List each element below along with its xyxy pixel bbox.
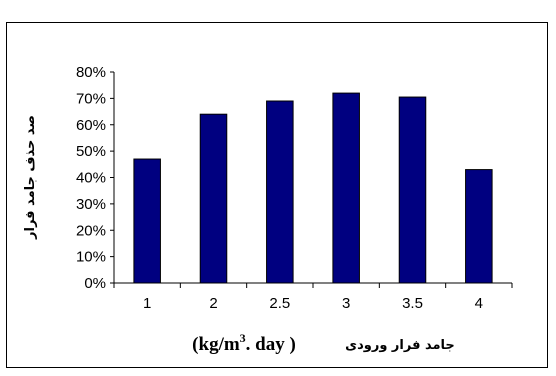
y-axis-ticks: 0% 10% 20% 30% 40% 50% 60% 70% 80% bbox=[76, 64, 114, 292]
x-tick-label: 1 bbox=[143, 295, 151, 312]
y-tick-label: 30% bbox=[76, 196, 106, 213]
x-axis-label-persian: جامد فرار ورودی bbox=[345, 338, 455, 353]
x-axis-unit-superscript: 3 bbox=[240, 331, 246, 345]
y-tick-label: 40% bbox=[76, 170, 106, 187]
x-axis-ticks: 1 2 2.5 3 3.5 4 bbox=[113, 283, 513, 312]
chart-frame bbox=[6, 22, 548, 368]
bar-4 bbox=[465, 169, 493, 284]
bar-1 bbox=[133, 158, 161, 284]
x-axis-unit-close: . day ) bbox=[246, 334, 296, 355]
bar-2 bbox=[199, 113, 228, 284]
bars-group bbox=[133, 92, 493, 284]
y-axis-label: صد حذف جامد فرار bbox=[23, 115, 38, 240]
x-tick-label: 3 bbox=[342, 295, 350, 312]
y-tick-label: 50% bbox=[76, 143, 106, 160]
y-tick-label: 70% bbox=[76, 90, 106, 107]
bar-2.5 bbox=[266, 100, 294, 284]
x-tick-label: 2 bbox=[209, 295, 217, 312]
y-tick-label: 60% bbox=[76, 117, 106, 134]
bar-3.5 bbox=[398, 96, 427, 284]
x-tick-label: 2.5 bbox=[269, 295, 290, 312]
x-axis-unit-open: (kg/m bbox=[192, 334, 240, 355]
x-axis-label: (kg/m3. day ) bbox=[192, 331, 296, 355]
x-tick-label: 3.5 bbox=[402, 295, 423, 312]
y-tick-label: 20% bbox=[76, 222, 106, 239]
y-tick-label: 10% bbox=[76, 249, 106, 266]
x-tick-label: 4 bbox=[475, 295, 483, 312]
y-tick-label: 80% bbox=[76, 64, 106, 81]
bar-3 bbox=[332, 92, 360, 284]
y-tick-label: 0% bbox=[84, 275, 106, 292]
